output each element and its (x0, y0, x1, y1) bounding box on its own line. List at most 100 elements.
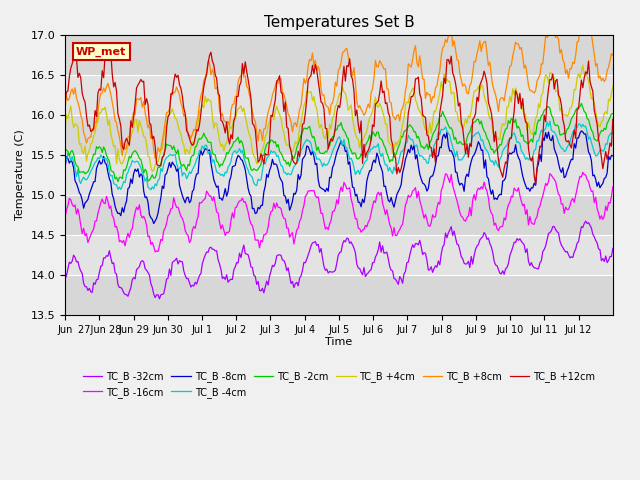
TC_B -16cm (97, 200, 104, 205)
TC_B -4cm (534, 138, 542, 144)
TC_B -32cm (453, 241, 461, 247)
TC_B +4cm (61, 126, 69, 132)
TC_B +8cm (97, 90, 104, 96)
TC_B -8cm (534, 161, 542, 167)
TC_B -32cm (156, 296, 163, 301)
TC_B +4cm (97, 110, 104, 116)
Line: TC_B -4cm: TC_B -4cm (65, 121, 613, 190)
TC_B -8cm (453, 169, 461, 175)
TC_B +4cm (609, 84, 617, 89)
TC_B +12cm (61, 100, 69, 106)
TC_B -2cm (80, 168, 88, 174)
TC_B -2cm (61, 146, 69, 152)
TC_B +12cm (97, 87, 104, 93)
Text: WP_met: WP_met (76, 47, 126, 57)
TC_B +8cm (151, 155, 159, 161)
TC_B -8cm (609, 153, 617, 159)
TC_B +4cm (344, 108, 352, 113)
TC_B -32cm (534, 266, 542, 272)
Line: TC_B -32cm: TC_B -32cm (65, 221, 613, 299)
TC_B -4cm (97, 152, 104, 158)
TC_B -16cm (579, 169, 587, 175)
TC_B -16cm (453, 197, 461, 203)
TC_B +4cm (607, 90, 615, 96)
Bar (65, 235, 613, 275)
TC_B +12cm (80, 96, 88, 102)
TC_B -4cm (453, 148, 461, 154)
TC_B -2cm (577, 100, 585, 106)
Line: TC_B +12cm: TC_B +12cm (65, 51, 613, 184)
TC_B +8cm (582, 13, 589, 19)
Bar (65, 195, 613, 235)
TC_B -2cm (344, 136, 352, 142)
TC_B +12cm (344, 64, 352, 70)
Bar (65, 155, 613, 195)
TC_B -8cm (61, 166, 69, 171)
Bar (65, 75, 613, 115)
TC_B -8cm (344, 161, 352, 167)
Legend: TC_B -32cm, TC_B -16cm, TC_B -8cm, TC_B -4cm, TC_B -2cm, TC_B +4cm, TC_B +8cm, T: TC_B -32cm, TC_B -16cm, TC_B -8cm, TC_B … (79, 367, 599, 402)
TC_B +12cm (609, 116, 617, 122)
TC_B -4cm (607, 130, 615, 135)
TC_B -4cm (546, 118, 554, 124)
TC_B -16cm (80, 226, 88, 231)
TC_B +12cm (532, 181, 540, 187)
Line: TC_B +8cm: TC_B +8cm (65, 16, 613, 158)
TC_B -2cm (534, 117, 542, 123)
Y-axis label: Temperature (C): Temperature (C) (15, 130, 25, 220)
TC_B -8cm (97, 161, 104, 167)
TC_B -4cm (344, 151, 352, 156)
Line: TC_B -8cm: TC_B -8cm (65, 131, 613, 224)
Title: Temperatures Set B: Temperatures Set B (264, 15, 414, 30)
TC_B -4cm (80, 174, 88, 180)
TC_B -4cm (61, 157, 69, 163)
TC_B +4cm (80, 151, 88, 156)
Bar (65, 115, 613, 155)
TC_B -4cm (147, 187, 155, 192)
Line: TC_B -16cm: TC_B -16cm (65, 172, 613, 252)
TC_B -8cm (577, 128, 585, 134)
TC_B -16cm (61, 215, 69, 221)
TC_B -8cm (80, 205, 88, 211)
TC_B +12cm (536, 144, 544, 149)
TC_B +8cm (61, 106, 69, 112)
TC_B +12cm (607, 144, 615, 149)
TC_B -32cm (80, 280, 88, 286)
X-axis label: Time: Time (325, 337, 353, 348)
TC_B +12cm (453, 89, 461, 95)
TC_B -32cm (97, 264, 104, 269)
TC_B -32cm (609, 245, 617, 251)
TC_B -16cm (534, 206, 542, 212)
TC_B -2cm (453, 140, 461, 146)
TC_B +8cm (453, 57, 461, 62)
TC_B -32cm (61, 276, 69, 282)
TC_B -16cm (344, 186, 352, 192)
TC_B +12cm (102, 48, 110, 54)
TC_B -2cm (607, 111, 615, 117)
TC_B -8cm (607, 153, 615, 158)
TC_B -32cm (344, 236, 352, 241)
TC_B +4cm (148, 168, 156, 174)
TC_B -16cm (609, 184, 617, 190)
TC_B +4cm (453, 109, 461, 115)
TC_B -32cm (607, 254, 615, 260)
Line: TC_B -2cm: TC_B -2cm (65, 103, 613, 181)
TC_B -8cm (150, 221, 157, 227)
TC_B +4cm (534, 101, 542, 107)
Line: TC_B +4cm: TC_B +4cm (65, 65, 613, 171)
Bar (65, 36, 613, 75)
TC_B -2cm (114, 179, 122, 184)
Bar (65, 275, 613, 315)
TC_B -2cm (97, 145, 104, 151)
TC_B +4cm (579, 62, 587, 68)
TC_B +8cm (609, 52, 617, 58)
TC_B +8cm (80, 129, 88, 135)
TC_B +8cm (534, 75, 542, 81)
TC_B +8cm (344, 54, 352, 60)
TC_B -2cm (609, 110, 617, 116)
TC_B -16cm (151, 249, 159, 255)
TC_B -4cm (609, 131, 617, 136)
TC_B +8cm (607, 50, 615, 56)
TC_B -16cm (607, 194, 615, 200)
TC_B -32cm (582, 218, 589, 224)
